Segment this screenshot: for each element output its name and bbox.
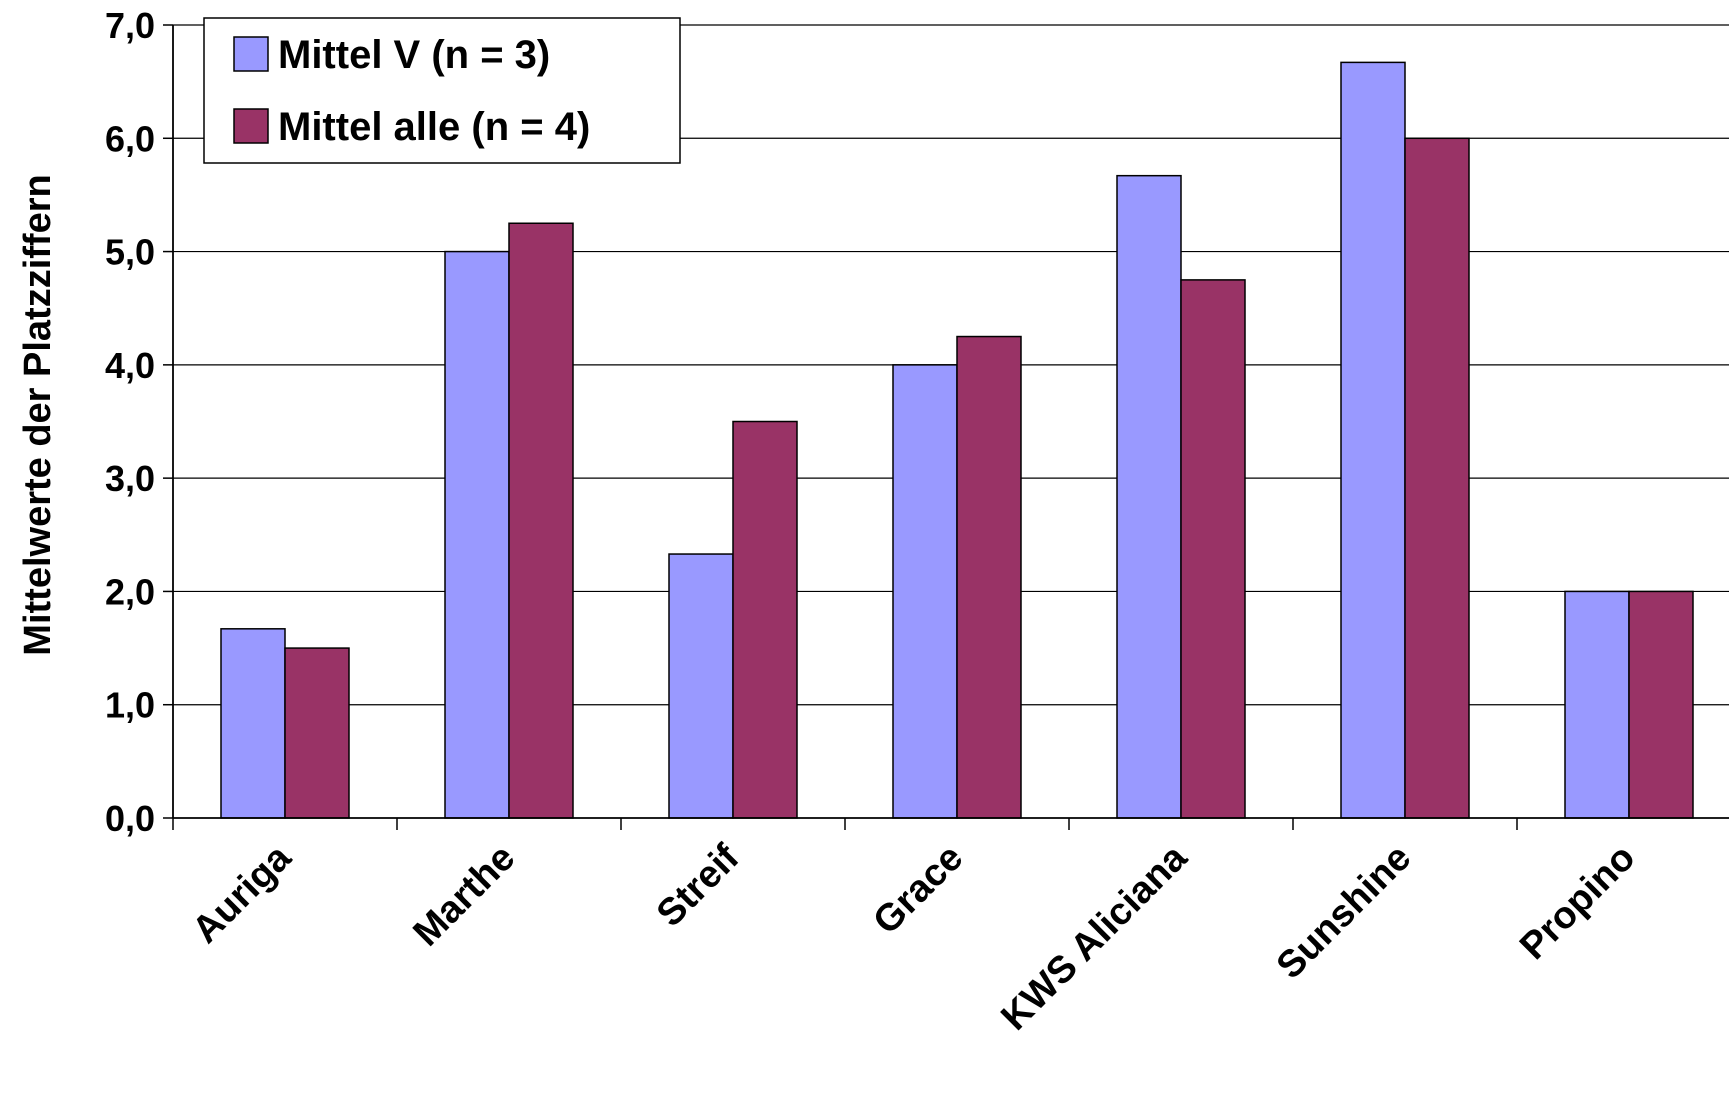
bar-mittel-v <box>220 628 286 819</box>
y-tick-labels: 0,0 1,0 2,0 3,0 4,0 5,0 6,0 7,0 <box>105 5 155 839</box>
y-tick-label: 0,0 <box>105 798 155 839</box>
x-category-label: Propino <box>1512 837 1643 968</box>
y-tick-label: 3,0 <box>105 458 155 499</box>
x-category-label: Grace <box>865 837 971 943</box>
y-tick-label: 1,0 <box>105 685 155 726</box>
y-tick-label: 4,0 <box>105 345 155 386</box>
bar-mittel-v <box>668 553 734 819</box>
legend: Mittel V (n = 3) Mittel alle (n = 4) <box>203 17 681 164</box>
bar-mittel-alle <box>1628 590 1694 819</box>
bar-mittel-v <box>1564 590 1630 819</box>
x-category-label: Marthe <box>406 837 524 955</box>
axes <box>163 24 1729 830</box>
bar-mittel-alle <box>956 335 1022 819</box>
bar-mittel-alle <box>508 222 574 819</box>
y-tick-label: 7,0 <box>105 5 155 46</box>
legend-swatch <box>233 108 269 144</box>
bar-mittel-alle <box>1180 279 1246 819</box>
bar-mittel-v <box>1116 174 1182 819</box>
legend-swatch <box>233 36 269 72</box>
legend-label: Mittel V (n = 3) <box>278 33 550 77</box>
bars <box>220 61 1694 819</box>
y-axis-label: Mittelwerte der Platzziffern <box>17 174 59 655</box>
y-tick-label: 5,0 <box>105 232 155 273</box>
x-category-label: Auriga <box>185 836 300 951</box>
bar-mittel-v <box>1340 61 1406 819</box>
bar-mittel-v <box>892 364 958 819</box>
x-category-label: Sunshine <box>1269 837 1420 988</box>
legend-label: Mittel alle (n = 4) <box>278 105 590 149</box>
x-category-label: KWS Aliciana <box>993 836 1196 1039</box>
legend-box <box>203 17 681 164</box>
y-tick-label: 6,0 <box>105 118 155 159</box>
bar-mittel-v <box>444 250 510 819</box>
y-tick-label: 2,0 <box>105 571 155 612</box>
bar-mittel-alle <box>732 420 798 819</box>
x-category-label: Streif <box>649 836 748 935</box>
bar-mittel-alle <box>284 647 350 819</box>
x-category-labels: Auriga Marthe Streif Grace KWS Aliciana Sunsh… <box>185 836 1644 1039</box>
bar-mittel-alle <box>1404 137 1470 819</box>
